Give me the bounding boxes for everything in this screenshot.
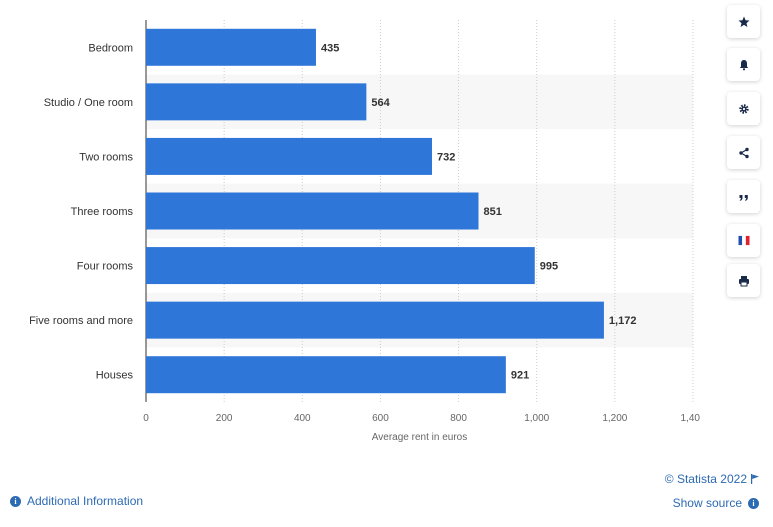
info-icon: i <box>10 495 21 507</box>
favorite-button[interactable] <box>727 5 760 38</box>
additional-information-link[interactable]: i Additional Information <box>10 494 143 508</box>
value-label: 732 <box>437 151 455 163</box>
x-tick-label: 400 <box>294 413 311 424</box>
value-label: 921 <box>511 370 529 382</box>
gear-icon <box>738 103 749 114</box>
share-button[interactable] <box>727 136 760 169</box>
bar[interactable] <box>146 247 535 285</box>
value-label: 564 <box>371 97 390 109</box>
printer-icon <box>738 275 749 286</box>
quote-icon <box>739 194 748 201</box>
star-icon <box>738 16 749 27</box>
share-icon <box>738 147 749 158</box>
settings-button[interactable] <box>727 92 760 125</box>
bar-chart: Bedroom Studio / One room Two rooms Three r… <box>29 20 700 443</box>
x-tick-label: 0 <box>143 413 149 424</box>
category-label: Studio / One room <box>44 97 133 109</box>
x-tick-label: 800 <box>450 413 467 424</box>
value-label: 851 <box>483 206 501 218</box>
show-source-link[interactable]: Show source i <box>673 496 759 510</box>
copyright-text: © Statista 2022 <box>664 472 747 486</box>
x-tick-label: 1,400 <box>680 413 700 424</box>
bar[interactable] <box>146 301 604 339</box>
bell-icon <box>739 59 748 70</box>
info-icon: i <box>748 497 759 509</box>
value-label: 995 <box>540 261 558 273</box>
bar[interactable] <box>146 137 433 175</box>
category-label: Two rooms <box>79 151 133 163</box>
x-tick-label: 600 <box>372 413 389 424</box>
additional-information-text: Additional Information <box>27 494 144 508</box>
french-flag-icon <box>738 235 749 246</box>
x-tick-label: 200 <box>216 413 233 424</box>
statista-copyright-link[interactable]: © Statista 2022 <box>665 472 759 486</box>
x-axis-title: Average rent in euros <box>372 432 467 443</box>
category-label: Five rooms and more <box>29 315 133 327</box>
show-source-text: Show source <box>672 496 742 510</box>
notification-button[interactable] <box>727 48 760 81</box>
bar[interactable] <box>146 83 367 121</box>
value-label: 435 <box>321 42 339 54</box>
x-tick-label: 1,000 <box>524 413 549 424</box>
category-label: Four rooms <box>77 261 134 273</box>
category-label: Three rooms <box>71 206 134 218</box>
flag-icon <box>751 474 759 484</box>
category-label: Houses <box>96 370 134 382</box>
bar[interactable] <box>146 28 316 66</box>
language-button[interactable] <box>727 224 760 257</box>
cite-button[interactable] <box>727 180 760 213</box>
x-tick-label: 1,200 <box>602 413 627 424</box>
print-button[interactable] <box>727 264 760 297</box>
bar[interactable] <box>146 192 479 230</box>
bar[interactable] <box>146 356 506 394</box>
category-label: Bedroom <box>88 42 133 54</box>
value-label: 1,172 <box>609 315 637 327</box>
